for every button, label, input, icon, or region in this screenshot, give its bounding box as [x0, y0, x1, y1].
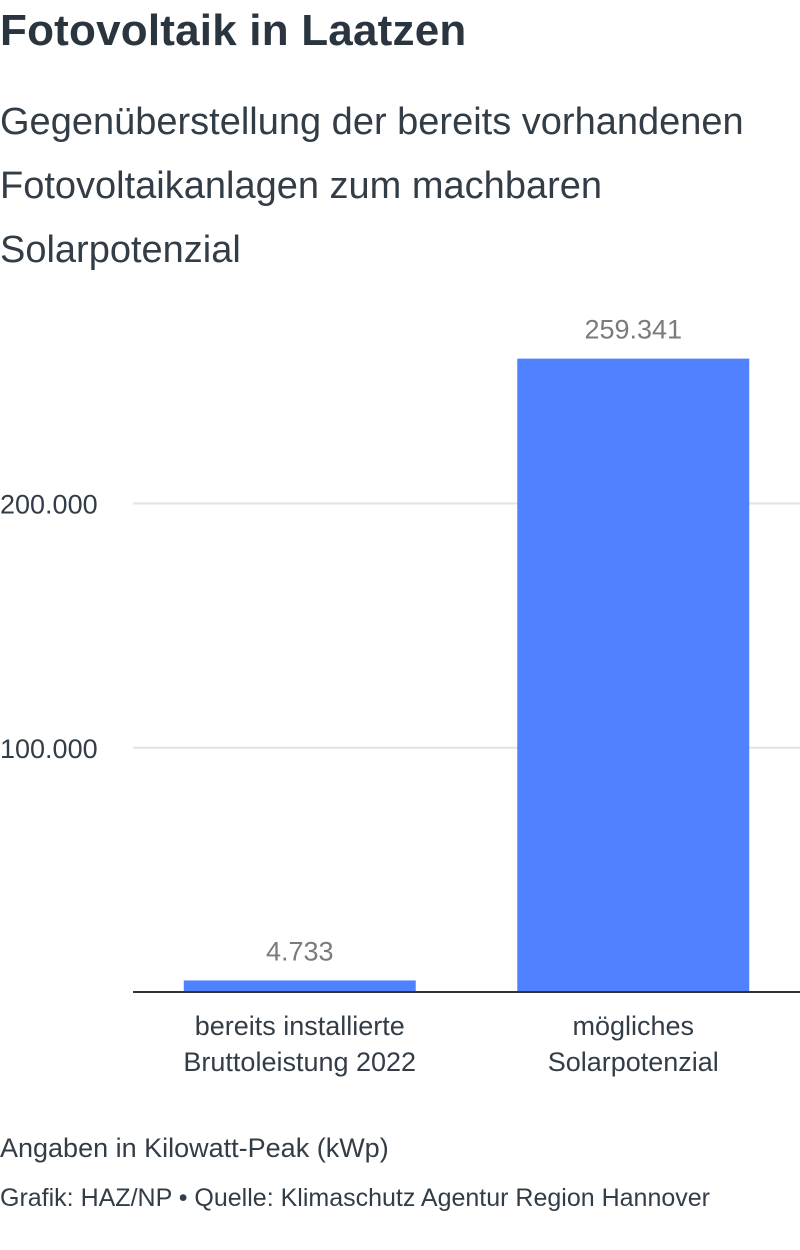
bar-chart-svg: 100.000 200.000 4.733 bereits installierte B… [0, 315, 800, 1077]
x-tick-label: bereits installierte [195, 1011, 405, 1041]
x-tick-label: Solarpotenzial [548, 1047, 719, 1077]
bar [183, 980, 416, 992]
source-note: Grafik: HAZ/NP • Quelle: Klimaschutz Age… [0, 1184, 710, 1212]
chart-subtitle: Gegenüberstellung der bereits vorhandene… [0, 101, 744, 271]
x-tick-label: Bruttoleistung 2022 [183, 1047, 416, 1077]
bar-chart: 100.000 200.000 4.733 bereits installierte B… [0, 300, 800, 1100]
bar [517, 358, 750, 992]
data-label: 259.341 [584, 315, 682, 345]
data-label: 4.733 [266, 936, 334, 966]
y-tick-label: 200.000 [0, 490, 98, 520]
unit-note: Angaben in Kilowatt-Peak (kWp) [0, 1133, 389, 1163]
x-tick-label: mögliches [572, 1011, 694, 1041]
y-tick-label: 100.000 [0, 734, 98, 764]
chart-title: Fotovoltaik in Laatzen [0, 6, 467, 55]
